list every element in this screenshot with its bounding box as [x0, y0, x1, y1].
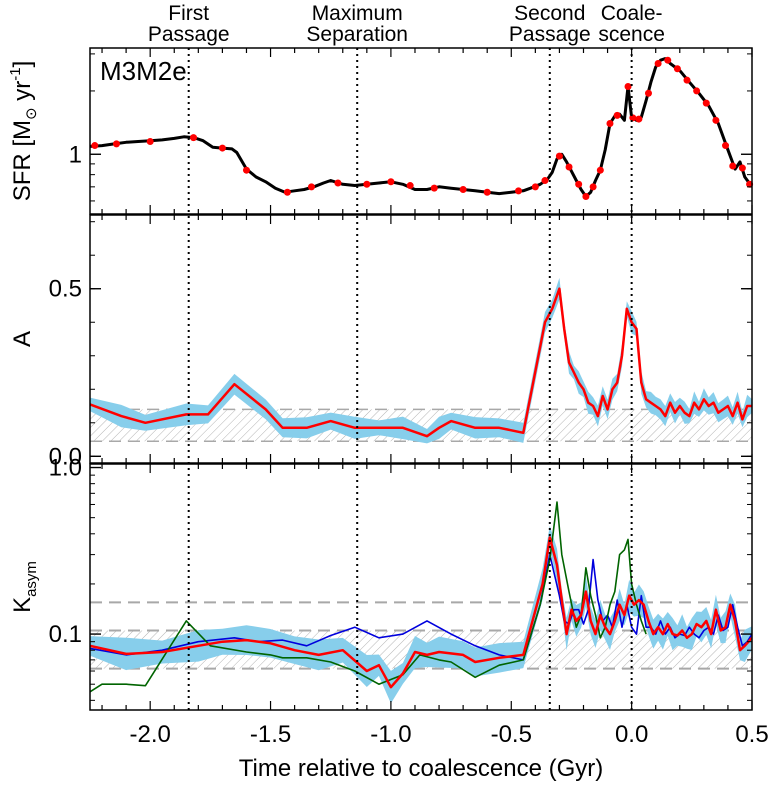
- y-axis-label-sfr: SFR [M⊙​ yr-1​]: [7, 61, 40, 202]
- data-point: [190, 134, 198, 142]
- panel-annotation: M3M2e: [100, 56, 187, 86]
- data-point: [430, 184, 438, 192]
- y-axis-label-K: Kasym​: [9, 561, 40, 613]
- y-tick-label: 1: [69, 141, 82, 168]
- data-point: [218, 144, 226, 152]
- data-point: [307, 183, 315, 191]
- event-label: Second Passage: [509, 2, 591, 46]
- panel-frame-K: [89, 463, 753, 711]
- data-point: [683, 76, 691, 84]
- data-point: [283, 188, 291, 196]
- panel-frame-A: [89, 214, 753, 464]
- data-point: [387, 178, 395, 186]
- data-point: [613, 111, 621, 119]
- event-lines: [187, 48, 633, 710]
- data-point: [606, 120, 614, 128]
- data-point: [582, 192, 590, 200]
- x-tick-label: -0.5: [491, 721, 532, 748]
- x-tick-label: -1.0: [370, 721, 411, 748]
- data-point: [693, 87, 701, 95]
- series-line: [90, 536, 752, 689]
- data-point: [334, 179, 342, 187]
- data-point: [483, 188, 491, 196]
- data-point: [673, 65, 681, 73]
- labels: 1 SFR [M⊙​ yr-1​] M3M2e 0.0 0.5 A 0.1 1.0 Kasym​…: [7, 2, 769, 782]
- data-point: [664, 56, 672, 64]
- data-point: [629, 114, 637, 122]
- event-label: Maximum Separation: [306, 2, 408, 46]
- data-point: [712, 116, 720, 124]
- y-tick-label: 0.0: [49, 443, 82, 470]
- data-point: [729, 162, 737, 170]
- data-point: [459, 185, 467, 193]
- data-point: [596, 166, 604, 174]
- data-point: [555, 152, 563, 160]
- data-series: [90, 56, 754, 693]
- data-point: [654, 60, 662, 68]
- event-label: First Passage: [148, 2, 230, 46]
- y-tick-label: 0.5: [49, 276, 82, 303]
- data-point: [738, 164, 746, 172]
- data-point: [363, 180, 371, 188]
- x-tick-label: 0.5: [735, 721, 768, 748]
- data-point: [722, 142, 730, 150]
- y-tick-label: 1.0: [49, 455, 82, 482]
- data-point: [531, 183, 539, 191]
- data-point: [624, 82, 632, 90]
- x-tick-label: -1.5: [250, 721, 291, 748]
- data-point: [146, 137, 154, 145]
- data-point: [565, 163, 573, 171]
- series-line: [90, 287, 752, 438]
- data-point: [91, 142, 99, 150]
- y-axis-label-A: A: [9, 331, 36, 347]
- x-tick-label: -2.0: [130, 721, 171, 748]
- data-point: [242, 166, 250, 174]
- event-label: Coale-scence: [598, 2, 665, 46]
- x-axis-label: Time relative to coalescence (Gyr): [239, 755, 604, 782]
- data-point: [575, 180, 583, 188]
- data-point: [702, 99, 710, 107]
- series-line: [90, 501, 647, 693]
- data-point: [589, 183, 597, 191]
- data-point: [541, 177, 549, 185]
- x-tick-label: 0.0: [615, 721, 648, 748]
- data-point: [644, 89, 652, 97]
- y-tick-label: 0.1: [49, 621, 82, 648]
- data-point: [406, 182, 414, 190]
- data-point: [112, 140, 120, 148]
- axes: [89, 47, 753, 711]
- panel-frame-sfr: [89, 47, 753, 215]
- series-line: [90, 553, 752, 661]
- data-point: [514, 187, 522, 195]
- data-point: [635, 115, 643, 123]
- shaded-bands: [90, 277, 752, 704]
